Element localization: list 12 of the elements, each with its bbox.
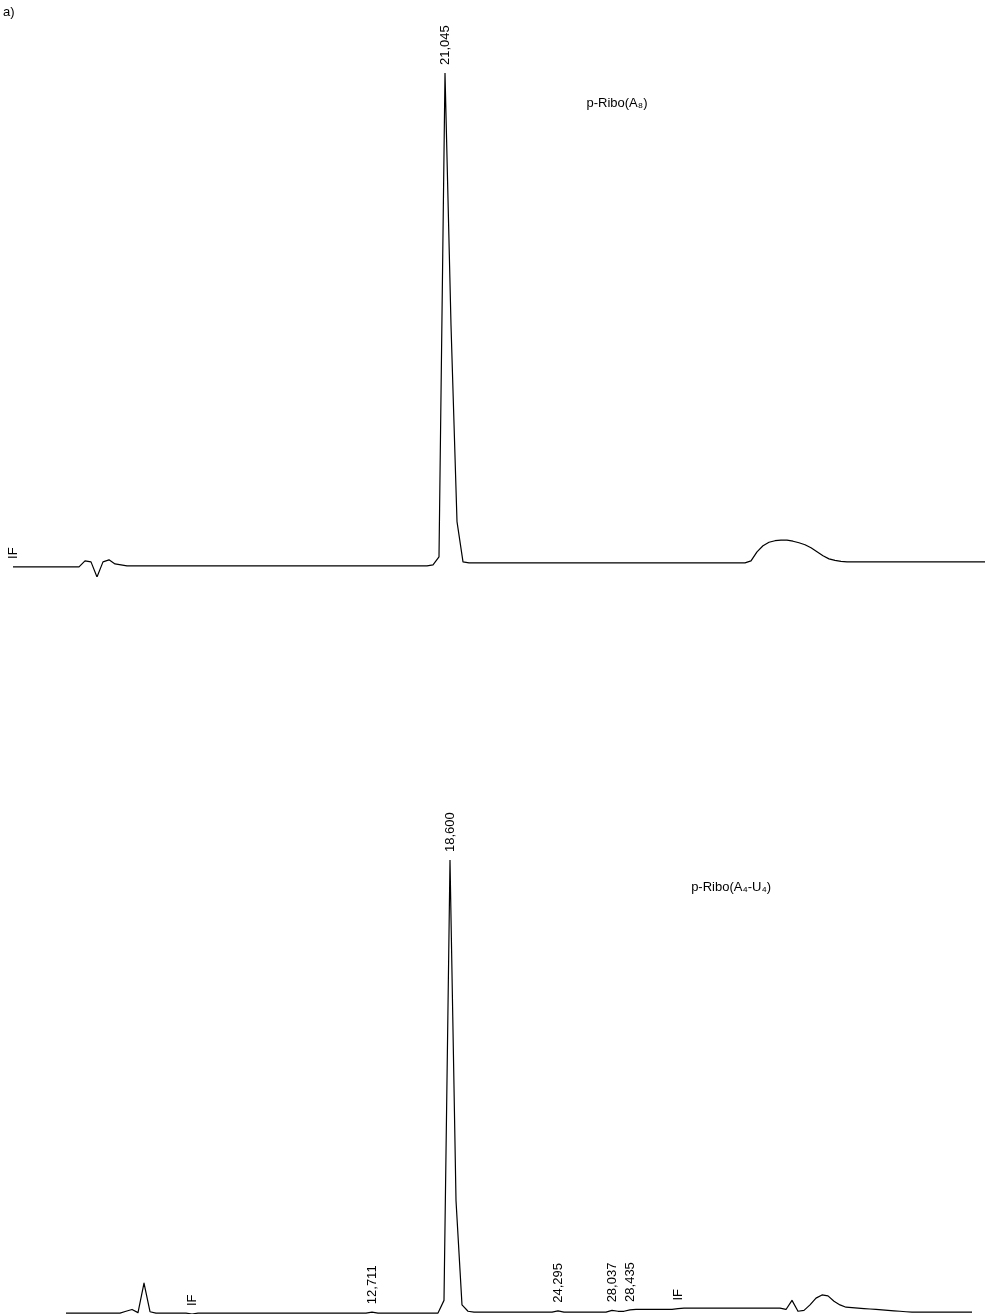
annotation: IF bbox=[669, 1288, 685, 1301]
annotation: 12,711 bbox=[363, 1265, 379, 1305]
text: p-Ribo(A₈) bbox=[586, 94, 648, 110]
annotation: IF bbox=[4, 547, 20, 559]
annotation: 24,295 bbox=[549, 1263, 565, 1303]
annotation: 18,600 bbox=[441, 812, 457, 852]
chart-title: a) bbox=[3, 4, 15, 20]
annotation: 28,435 bbox=[621, 1262, 637, 1302]
text: p-Ribo(A₄-U₄) bbox=[691, 878, 772, 894]
annotation: 21,045 bbox=[436, 25, 452, 65]
annotation: 28,037 bbox=[603, 1262, 619, 1303]
annotation: IF bbox=[183, 1294, 199, 1306]
